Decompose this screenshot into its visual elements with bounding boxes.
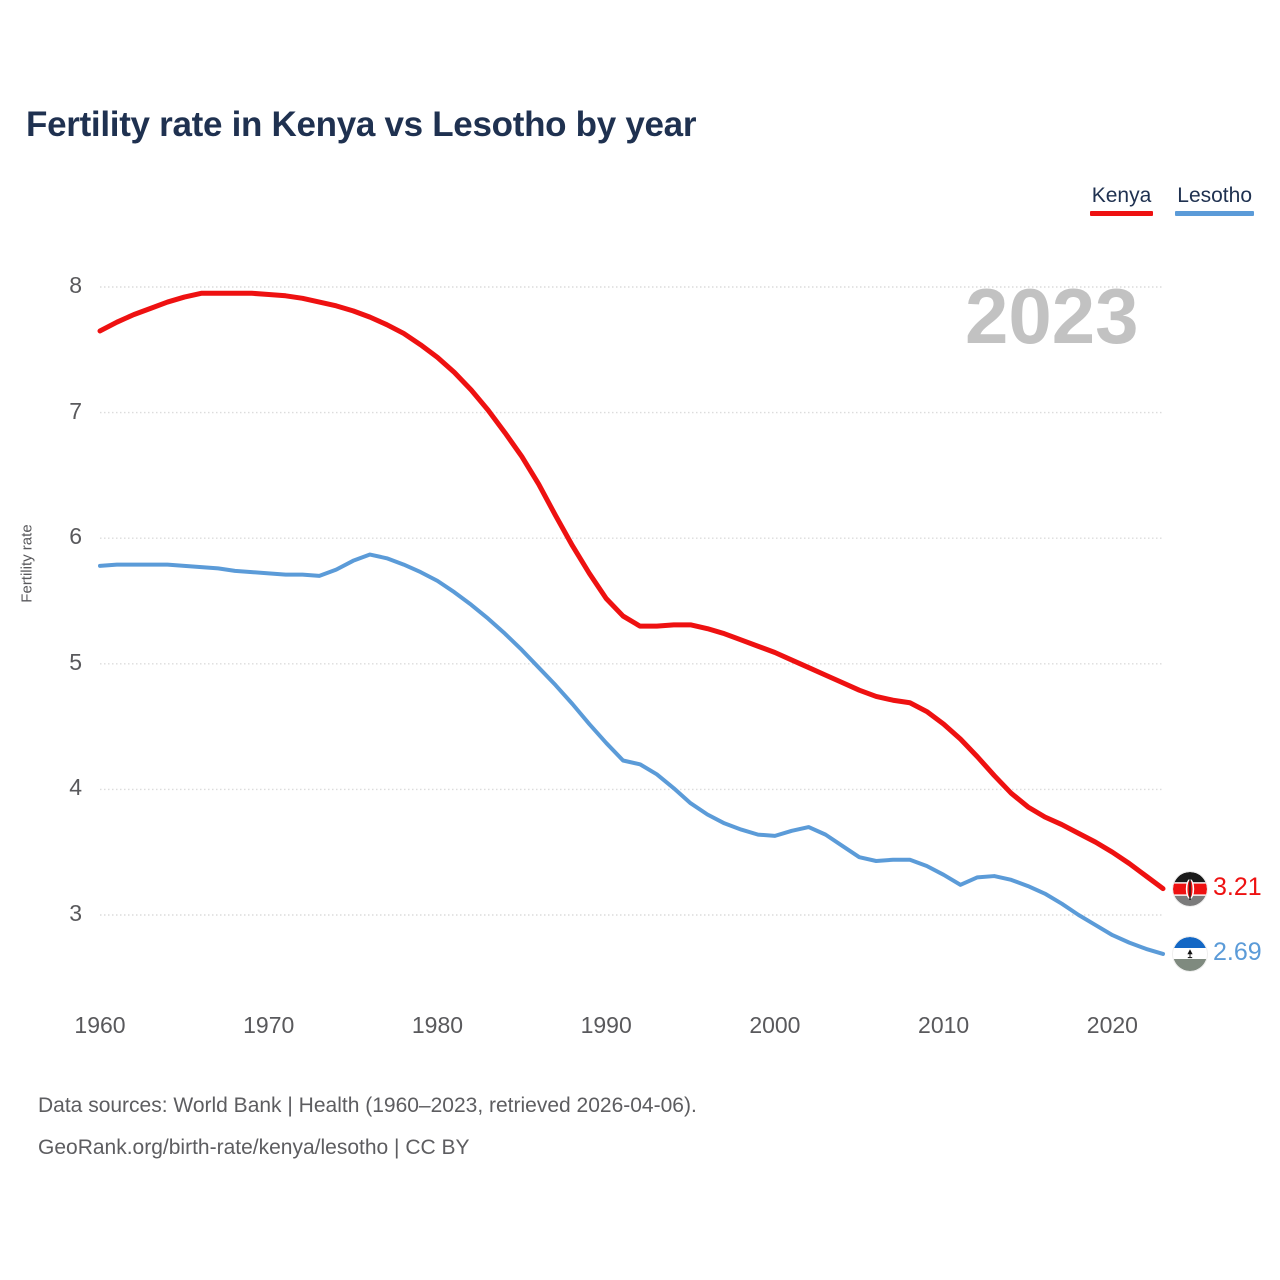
series-line-kenya [97, 290, 1166, 892]
x-tick-label: 1980 [411, 1012, 464, 1038]
y-tick-label: 6 [69, 523, 82, 550]
series-lines [97, 290, 1166, 956]
x-tick-label: 1970 [243, 1012, 295, 1038]
y-tick-label: 8 [69, 272, 82, 298]
legend-item-lesotho[interactable]: Lesotho [1175, 183, 1254, 216]
lesotho-flag-icon [1173, 936, 1207, 971]
x-tick-label: 2000 [749, 1012, 801, 1038]
y-tick-label: 7 [69, 397, 82, 424]
x-tick-label: 2010 [918, 1012, 970, 1038]
gridlines [100, 286, 1163, 916]
year-watermark: 2023 [965, 272, 1139, 360]
y-axis-title: Fertility rate [18, 524, 36, 603]
footer-data-sources: Data sources: World Bank | Health (1960–… [38, 1094, 697, 1117]
kenya-end-value: 3.21 [1213, 872, 1262, 901]
y-tick-label: 5 [69, 648, 82, 675]
series-line-lesotho [98, 552, 1165, 956]
chart-legend: Kenya Lesotho [1089, 183, 1254, 216]
page-title: Fertility rate in Kenya vs Lesotho by ye… [26, 105, 697, 144]
y-tick-label: 3 [69, 900, 82, 926]
x-tick-label: 1990 [580, 1012, 632, 1038]
legend-item-kenya[interactable]: Kenya [1089, 183, 1154, 216]
legend-rule-lesotho [1175, 211, 1254, 216]
kenya-flag-icon [1173, 871, 1207, 906]
lesotho-end-value: 2.69 [1213, 937, 1262, 966]
footer-attribution: GeoRank.org/birth-rate/kenya/lesotho | C… [38, 1136, 470, 1159]
legend-rule-kenya [1089, 211, 1154, 216]
legend-label-kenya: Kenya [1091, 184, 1152, 207]
x-tick-label: 2020 [1086, 1012, 1138, 1038]
legend-label-lesotho: Lesotho [1177, 184, 1252, 207]
y-tick-label: 4 [69, 774, 82, 801]
x-tick-label: 1960 [74, 1012, 126, 1038]
footer: Data sources: World Bank | Health (1960–… [38, 1085, 697, 1169]
